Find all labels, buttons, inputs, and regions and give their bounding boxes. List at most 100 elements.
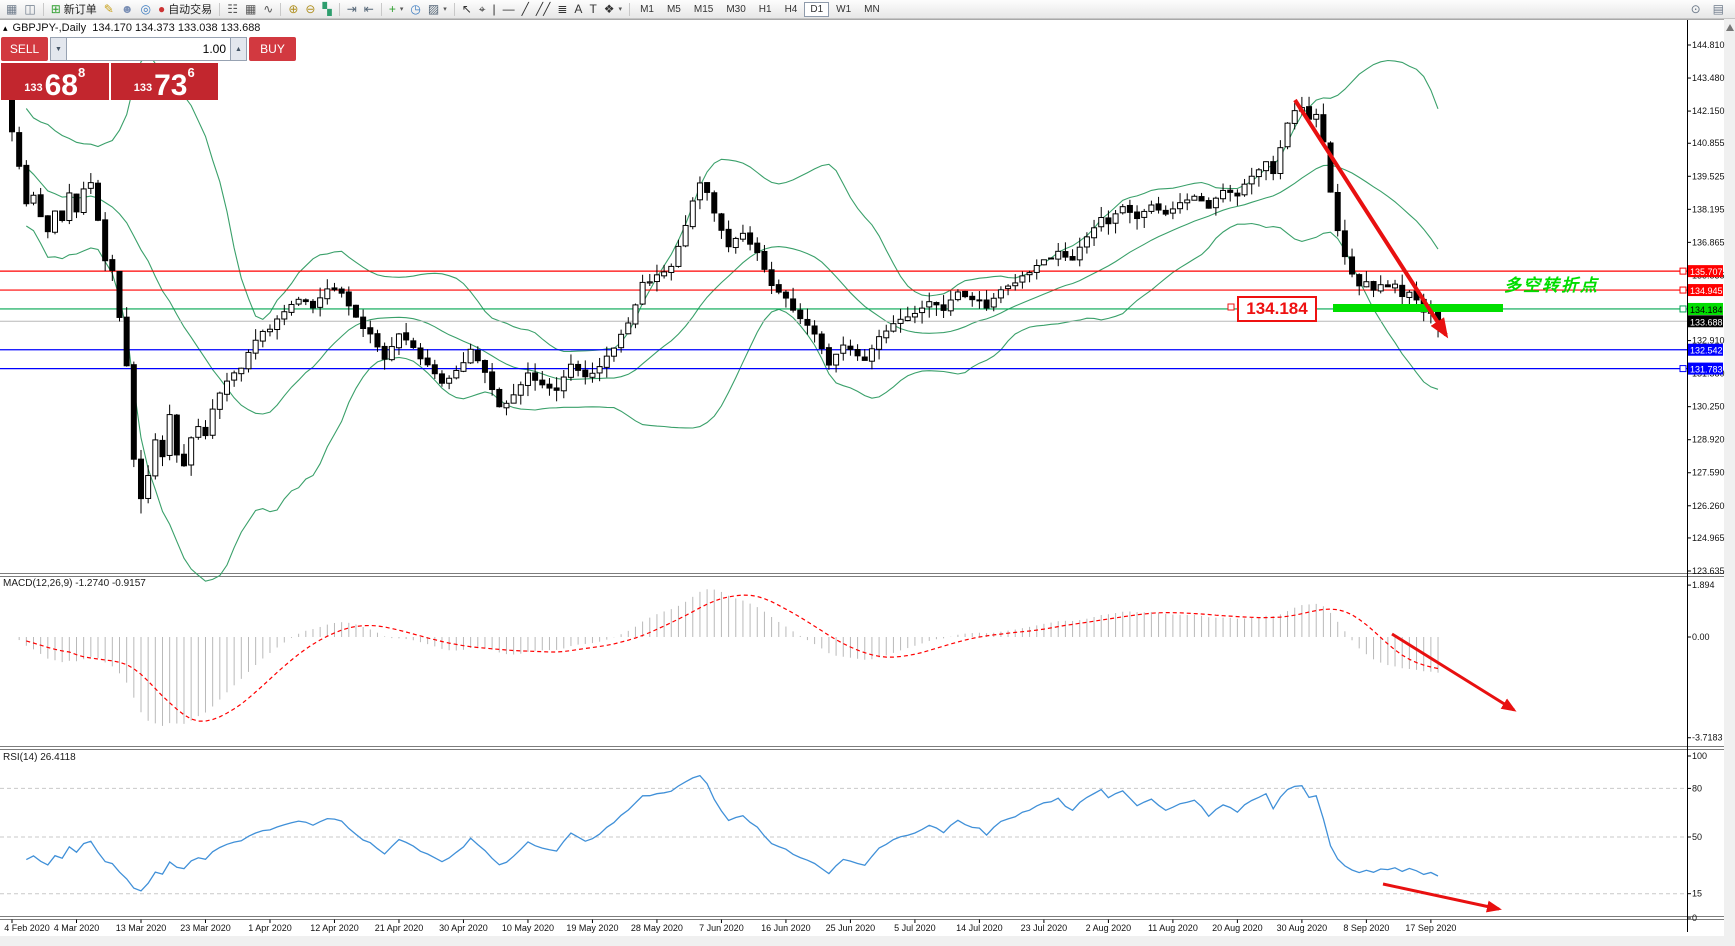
timeframe-mn-button[interactable]: MN xyxy=(858,2,886,17)
expert-advisors-button[interactable]: ☻ xyxy=(118,1,137,18)
periods-button[interactable]: ◷ xyxy=(407,1,423,18)
candle xyxy=(403,332,410,341)
candle xyxy=(231,372,238,381)
signals-button[interactable]: ◎ xyxy=(137,1,153,18)
highlight-bar[interactable] xyxy=(1333,304,1503,312)
data-window-button[interactable]: ◫ xyxy=(21,1,38,18)
candle xyxy=(947,299,954,312)
rsi-indicator-label: RSI(14) 26.4118 xyxy=(3,752,76,763)
volume-decrease-button[interactable]: ▼ xyxy=(50,37,67,61)
crosshair-button[interactable]: ⌖ xyxy=(476,1,489,18)
chevron-down-icon: ▾ xyxy=(618,6,623,13)
date-label: 4 Mar 2020 xyxy=(54,923,100,933)
line-anchor-square xyxy=(1679,305,1687,313)
indicators-button[interactable]: + ▾ xyxy=(386,1,407,18)
cursor-button[interactable]: ↖ xyxy=(459,1,475,18)
terminal-icon: ▦ xyxy=(6,2,18,16)
vertical-line-button[interactable]: | xyxy=(490,1,499,18)
new-order-label: 新订单 xyxy=(63,4,97,16)
candle xyxy=(23,164,30,205)
timeframe-d1-button[interactable]: D1 xyxy=(804,1,830,17)
horizontal-line-button[interactable]: ― xyxy=(500,1,518,18)
candle xyxy=(59,210,66,221)
metaeditor-button[interactable]: ✎ xyxy=(101,1,117,18)
volume-input[interactable] xyxy=(67,37,230,61)
candle xyxy=(696,182,703,201)
candle xyxy=(510,394,517,404)
timeframe-h4-button[interactable]: H4 xyxy=(779,2,804,17)
candle xyxy=(1277,147,1284,174)
sell-button[interactable]: SELL xyxy=(1,37,48,61)
equidistant-channel-button[interactable]: ╱╱ xyxy=(533,1,553,18)
chart-shift-button[interactable]: ⇤ xyxy=(361,1,377,18)
fibonacci-button[interactable]: ≣ xyxy=(554,1,570,18)
trend-arrow[interactable] xyxy=(1391,632,1517,712)
text-label-button[interactable]: T xyxy=(586,1,599,18)
toolbar-separator xyxy=(280,2,282,16)
rsi-axis-label: 0 xyxy=(1692,913,1697,923)
bar-chart-button[interactable]: ☷ xyxy=(224,1,241,18)
candle xyxy=(1119,206,1126,214)
candlestick-chart-button[interactable]: ▦ xyxy=(242,1,259,18)
search-button[interactable]: ⊙ xyxy=(1688,1,1704,18)
candle xyxy=(188,437,195,466)
candle xyxy=(1005,285,1012,290)
candle xyxy=(152,439,159,477)
zoom-out-button[interactable]: ⊖ xyxy=(302,1,318,18)
candle xyxy=(1177,202,1184,210)
candle xyxy=(209,408,216,436)
date-label: 23 Jul 2020 xyxy=(1021,923,1068,933)
price-annotation-box[interactable]: 134.184 xyxy=(1237,296,1317,322)
text-button[interactable]: A xyxy=(571,1,585,18)
autotrading-icon: ● xyxy=(157,2,166,16)
scroll-up-icon[interactable] xyxy=(1726,24,1734,31)
candle xyxy=(1091,227,1098,239)
timeframe-m15-button[interactable]: M15 xyxy=(688,2,719,17)
buy-price[interactable]: 133 73 6 xyxy=(110,63,218,100)
trend-arrow[interactable] xyxy=(1382,882,1502,913)
timeframe-h1-button[interactable]: H1 xyxy=(753,2,778,17)
auto-scroll-button[interactable]: ⇥ xyxy=(344,1,360,18)
trade-panel-toggle-icon[interactable]: ▴ xyxy=(3,23,8,33)
line-chart-button[interactable]: ∿ xyxy=(260,1,276,18)
candle xyxy=(618,333,625,349)
zoom-in-button[interactable]: ⊕ xyxy=(285,1,301,18)
price-line-label-box xyxy=(1688,284,1723,297)
vertical-line-icon: | xyxy=(492,2,496,16)
candle xyxy=(324,288,331,300)
arrows-button[interactable]: ❖ ▾ xyxy=(601,1,625,18)
bollinger-lower-band xyxy=(26,222,1439,582)
line-anchor-square xyxy=(1679,365,1687,373)
autotrading-button[interactable]: ● 自动交易 xyxy=(155,1,215,18)
chevron-down-icon: ▾ xyxy=(399,6,404,13)
templates-button[interactable]: ▨ ▾ xyxy=(425,1,450,18)
price-tick-label: 138.195 xyxy=(1692,204,1725,214)
sell-price[interactable]: 133 68 8 xyxy=(1,63,109,100)
candle xyxy=(1212,197,1219,209)
candle xyxy=(1406,291,1413,298)
trendline-button[interactable]: ╱ xyxy=(519,1,532,18)
timeframe-m1-button[interactable]: M1 xyxy=(634,2,660,17)
tile-windows-button[interactable]: ▚ xyxy=(319,1,334,18)
price-tick-label: 126.260 xyxy=(1692,501,1725,511)
terminal-button[interactable]: ▦ xyxy=(3,1,20,18)
candle xyxy=(761,250,768,270)
trend-arrow[interactable] xyxy=(1293,98,1449,339)
new-order-button[interactable]: ⊞ 新订单 xyxy=(48,1,100,18)
bollinger-upper-band xyxy=(25,52,1439,353)
timeframe-m5-button[interactable]: M5 xyxy=(661,2,687,17)
candle xyxy=(1198,196,1205,202)
layout-button[interactable]: ▤ xyxy=(1710,1,1727,18)
date-label: 16 Jun 2020 xyxy=(761,923,811,933)
timeframe-m30-button[interactable]: M30 xyxy=(720,2,751,17)
candle xyxy=(1055,250,1062,260)
buy-button[interactable]: BUY xyxy=(249,37,296,61)
timeframe-w1-button[interactable]: W1 xyxy=(830,2,857,17)
volume-increase-button[interactable]: ▲ xyxy=(230,37,247,61)
symbol-ohlc-text: GBPJPY-,Daily 134.170 134.373 133.038 13… xyxy=(12,22,261,34)
price-tick-label: 127.590 xyxy=(1692,468,1725,478)
search-icon: ⊙ xyxy=(1690,2,1701,16)
turning-point-text-annotation[interactable]: 多空转折点 xyxy=(1504,276,1599,295)
date-label: 25 Jun 2020 xyxy=(826,923,876,933)
